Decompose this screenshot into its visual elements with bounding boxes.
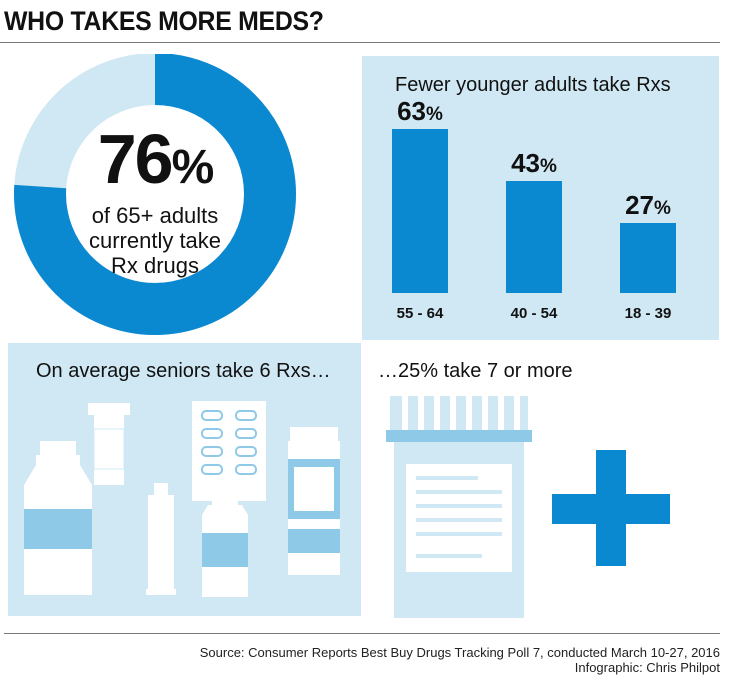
bar-value-number: 63 [397,96,426,127]
bottle-tall-icon [88,403,130,485]
seniors-heading: On average seniors take 6 Rxs… [36,360,331,382]
blister-pack-icon [192,401,266,501]
bar-value-pct: % [540,156,557,178]
bar-value-number: 43 [511,148,540,179]
more-heading: …25% take 7 or more [378,360,573,382]
donut-line-1: of 65+ adults [91,203,219,228]
page-title: WHO TAKES MORE MEDS? [4,6,324,36]
donut-chart [14,54,296,335]
bar-0 [392,129,448,293]
pill-bottles-illustration [24,401,340,597]
bar-value-number: 27 [625,189,654,220]
bar-category-label-0: 55 - 64 [396,305,444,322]
footer-divider [4,633,720,634]
bar-chart-panel: Fewer younger adults take Rxs 63% 55 - 64… [362,56,719,340]
footer: Source: Consumer Reports Best Buy Drugs … [200,645,720,675]
prescription-bottle-icon [386,396,532,618]
bar-value-pct: % [426,104,443,126]
donut-label: 76% of 65+ adults currently take Rx drug… [40,124,270,278]
seniors-panel: On average seniors take 6 Rxs… [8,343,361,616]
donut-arc [14,54,296,335]
bar-value-label-2: 27% [613,190,683,221]
bar-1 [506,181,562,293]
title-divider [0,42,720,43]
donut-pct-sign: % [171,141,215,194]
credit-text: Infographic: Chris Philpot [574,660,720,675]
bottle-medium-icon [202,493,248,597]
bar-category-label-2: 18 - 39 [624,305,672,322]
donut-value: 76 [97,120,174,198]
large-bottle-illustration [386,396,670,618]
bottle-right-icon [288,427,340,575]
bar-value-pct: % [654,197,671,219]
bar-value-label-0: 63% [385,96,455,127]
source-text: Source: Consumer Reports Best Buy Drugs … [199,645,720,660]
bar-chart-title: Fewer younger adults take Rxs [395,74,671,96]
bar-value-label-1: 43% [499,148,569,179]
donut-line-2: currently take [88,228,222,253]
bottle-large-icon [24,441,92,595]
bar-2 [620,222,676,293]
plus-icon [552,450,670,566]
donut-line-3: Rx drugs [110,253,200,278]
bar-category-label-1: 40 - 54 [510,305,558,322]
ointment-tube-icon [146,483,176,595]
